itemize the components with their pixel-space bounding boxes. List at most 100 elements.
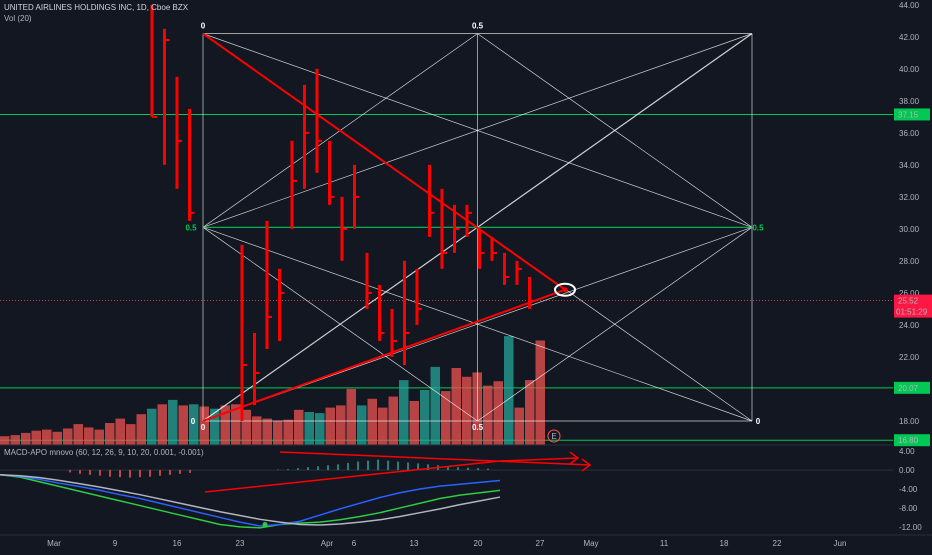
- level-badge-label: 20.07: [898, 384, 919, 393]
- price-tick-label: 44.00: [899, 1, 920, 10]
- volume-bar: [399, 380, 409, 445]
- price-tick-label: 42.00: [899, 33, 920, 42]
- volume-bar: [147, 408, 157, 445]
- price-tick-label: 18.00: [899, 417, 920, 426]
- macd-arrowhead: [569, 451, 580, 465]
- time-tick-label: 11: [660, 539, 669, 548]
- volume-bar: [126, 424, 136, 445]
- gann-label: 0.5: [752, 223, 764, 232]
- price-tick-label: 28.00: [899, 257, 920, 266]
- volume-bar: [336, 405, 346, 445]
- earnings-badge-label: E: [551, 432, 556, 441]
- gann-label: 0.5: [472, 22, 484, 31]
- price-tick-label: 24.00: [899, 321, 920, 330]
- trend-line-upper: [202, 32, 566, 291]
- volume-bar: [304, 412, 314, 445]
- gann-ray: [477, 227, 753, 422]
- volume-bar: [63, 428, 73, 445]
- gann-label: 0: [191, 417, 196, 426]
- time-tick-label: 6: [352, 539, 357, 548]
- volume-bar: [199, 406, 209, 445]
- volume-bar: [136, 414, 146, 445]
- level-badge-label: 37.15: [898, 110, 919, 119]
- time-tick-label: Jun: [834, 539, 847, 548]
- volume-bar: [357, 405, 367, 445]
- macd-arrow-upper: [279, 451, 591, 466]
- volume-bar: [514, 407, 524, 445]
- volume-bar: [231, 404, 241, 445]
- volume-bar: [504, 336, 514, 445]
- volume-bar: [84, 427, 94, 445]
- trend-line-lower: [202, 288, 566, 422]
- volume-bar: [420, 390, 430, 445]
- volume-bar: [273, 420, 283, 445]
- volume-bar: [283, 419, 293, 445]
- volume-bar: [462, 376, 472, 445]
- volume-bar: [430, 366, 440, 445]
- level-badge-label: 16.80: [898, 436, 919, 445]
- macd-tick-label: -12.00: [899, 523, 922, 532]
- volume-indicator-label: Vol (20): [4, 14, 32, 23]
- target-eye-marker: [554, 282, 576, 297]
- volume-bar: [441, 391, 451, 445]
- price-tick-label: 36.00: [899, 129, 920, 138]
- gann-ray: [477, 33, 753, 228]
- volume-bar: [409, 401, 419, 445]
- bar-countdown: 01:51:29: [896, 308, 928, 317]
- price-tick-label: 30.00: [899, 225, 920, 234]
- macd-tick-label: -4.00: [899, 485, 918, 494]
- macd-cross-dot: [262, 522, 268, 528]
- macd-arrowhead: [581, 458, 592, 472]
- volume-bar: [346, 388, 356, 445]
- volume-bar: [94, 429, 104, 445]
- volume-bar: [168, 399, 178, 445]
- volume-bar: [157, 404, 167, 445]
- gann-label: 0: [201, 423, 206, 432]
- volume-bar: [252, 416, 262, 445]
- macd-tick-label: 0.00: [899, 466, 915, 475]
- time-tick-label: May: [583, 539, 598, 548]
- volume-bar: [52, 431, 62, 445]
- current-price-badge: [894, 294, 932, 318]
- time-tick-label: 18: [720, 539, 729, 548]
- volume-bar: [21, 432, 31, 445]
- volume-bar: [189, 404, 199, 445]
- volume-bar: [115, 418, 125, 445]
- level-badge: [894, 108, 930, 121]
- volume-bar: [0, 436, 10, 445]
- volume-bar: [10, 435, 20, 445]
- price-tick-label: 26.00: [899, 289, 920, 298]
- time-tick-label: Apr: [321, 539, 334, 548]
- earnings-badge: [547, 429, 561, 443]
- time-tick-label: 13: [410, 539, 419, 548]
- target-eye-pupil: [562, 287, 568, 293]
- volume-bar: [262, 418, 272, 445]
- volume-bar: [493, 381, 503, 445]
- volume-bar: [525, 380, 535, 445]
- time-tick-label: 27: [536, 539, 545, 548]
- volume-bar: [315, 413, 325, 445]
- volume-bar: [31, 430, 41, 445]
- gann-label: 0: [756, 417, 761, 426]
- volume-bar: [367, 398, 377, 445]
- level-badge: [894, 381, 930, 394]
- price-axis-panel: [893, 0, 932, 550]
- macd-tick-label: 4.00: [899, 447, 915, 456]
- price-tick-label: 34.00: [899, 161, 920, 170]
- volume-bar: [535, 340, 545, 445]
- gann-ray: [202, 226, 753, 422]
- price-tick-label: 40.00: [899, 65, 920, 74]
- volume-bar: [325, 407, 335, 445]
- gann-label: 0: [201, 22, 206, 31]
- price-tick-label: 32.00: [899, 193, 920, 202]
- volume-bar: [42, 429, 52, 445]
- macd-fast-line: [0, 474, 501, 529]
- time-tick-label: Mar: [47, 539, 61, 548]
- gann-ray: [202, 33, 753, 228]
- time-tick-label: 23: [236, 539, 245, 548]
- time-tick-label: 16: [173, 539, 182, 548]
- level-badge: [894, 434, 930, 447]
